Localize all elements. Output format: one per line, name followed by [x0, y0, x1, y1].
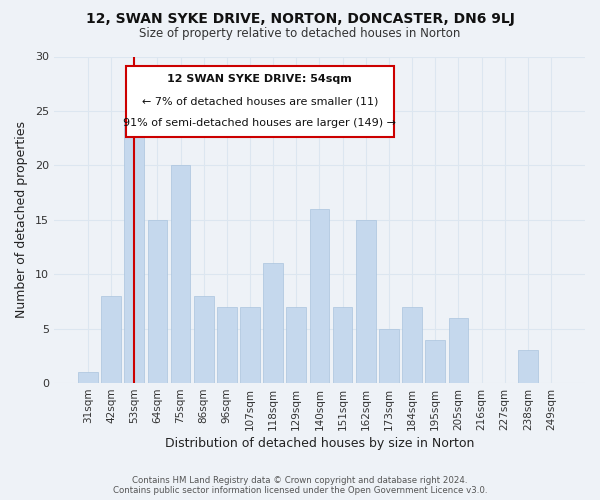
Bar	[78, 372, 98, 383]
Text: Contains public sector information licensed under the Open Government Licence v3: Contains public sector information licen…	[113, 486, 487, 495]
Bar	[425, 340, 445, 383]
Bar	[310, 209, 329, 383]
Bar	[518, 350, 538, 383]
Bar	[148, 220, 167, 383]
Bar	[217, 307, 236, 383]
Bar	[101, 296, 121, 383]
Bar	[402, 307, 422, 383]
X-axis label: Distribution of detached houses by size in Norton: Distribution of detached houses by size …	[165, 437, 474, 450]
Bar	[263, 264, 283, 383]
Text: 91% of semi-detached houses are larger (149) →: 91% of semi-detached houses are larger (…	[123, 118, 396, 128]
FancyBboxPatch shape	[125, 66, 394, 136]
Bar	[379, 328, 399, 383]
Bar	[333, 307, 352, 383]
Text: ← 7% of detached houses are smaller (11): ← 7% of detached houses are smaller (11)	[142, 96, 378, 106]
Y-axis label: Number of detached properties: Number of detached properties	[15, 122, 28, 318]
Bar	[194, 296, 214, 383]
Text: 12, SWAN SYKE DRIVE, NORTON, DONCASTER, DN6 9LJ: 12, SWAN SYKE DRIVE, NORTON, DONCASTER, …	[86, 12, 514, 26]
Bar	[449, 318, 468, 383]
Text: Size of property relative to detached houses in Norton: Size of property relative to detached ho…	[139, 28, 461, 40]
Bar	[240, 307, 260, 383]
Bar	[170, 166, 190, 383]
Bar	[124, 122, 144, 383]
Bar	[286, 307, 306, 383]
Text: Contains HM Land Registry data © Crown copyright and database right 2024.: Contains HM Land Registry data © Crown c…	[132, 476, 468, 485]
Text: 12 SWAN SYKE DRIVE: 54sqm: 12 SWAN SYKE DRIVE: 54sqm	[167, 74, 352, 85]
Bar	[356, 220, 376, 383]
